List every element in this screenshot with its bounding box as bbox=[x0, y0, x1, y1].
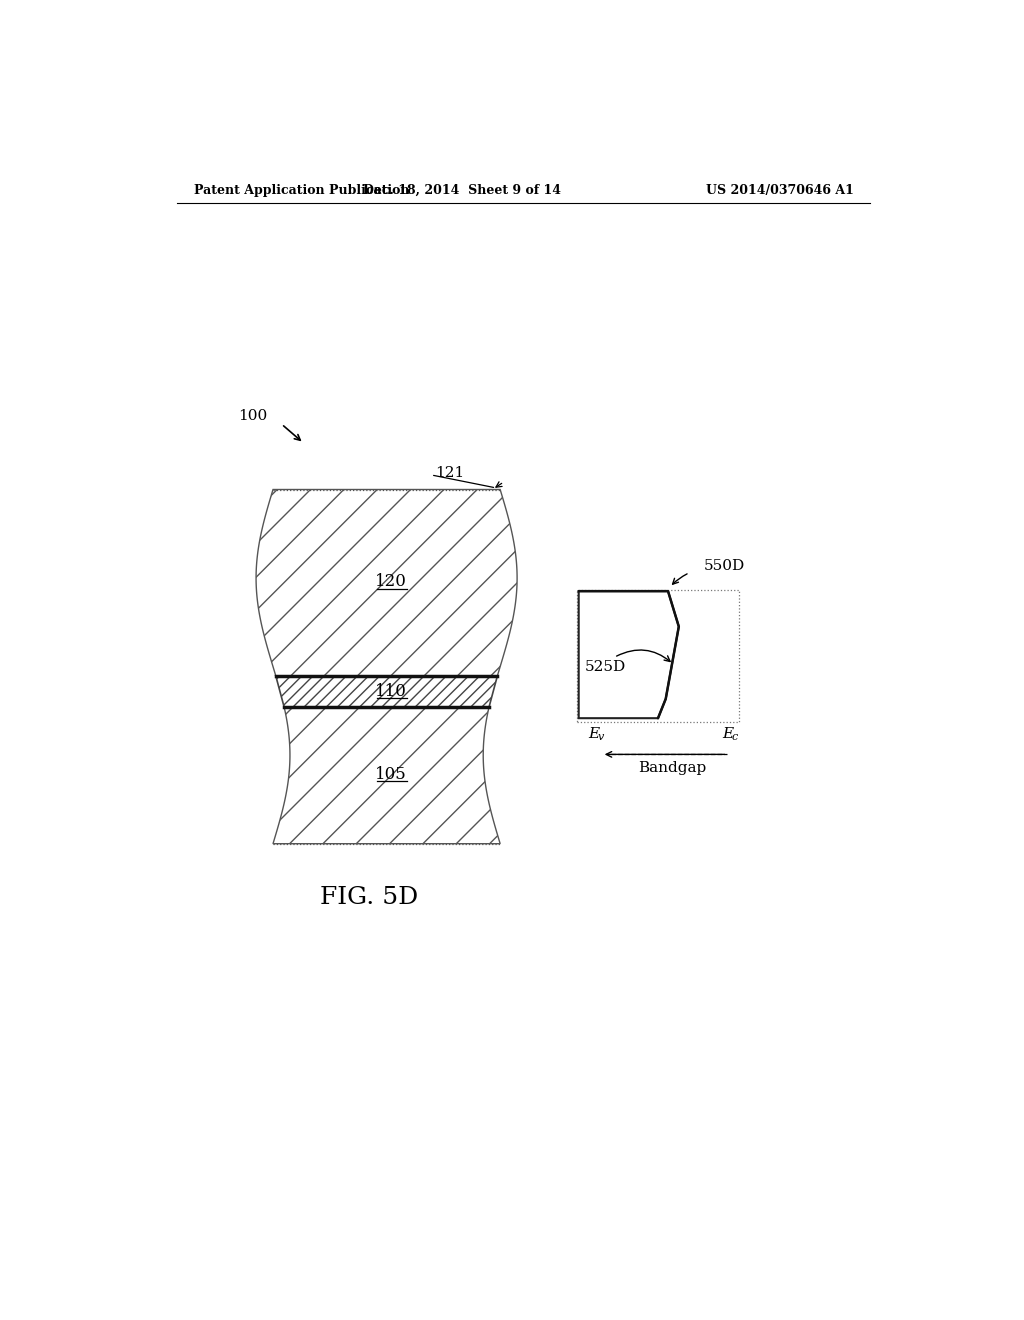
Text: 120: 120 bbox=[375, 573, 407, 590]
Text: 550D: 550D bbox=[705, 560, 745, 573]
Text: 525D: 525D bbox=[585, 660, 626, 673]
Text: Patent Application Publication: Patent Application Publication bbox=[194, 185, 410, 197]
Polygon shape bbox=[256, 490, 517, 676]
Bar bbox=[578, 590, 739, 722]
Text: US 2014/0370646 A1: US 2014/0370646 A1 bbox=[707, 185, 854, 197]
Text: Bandgap: Bandgap bbox=[638, 762, 707, 775]
Text: FIG. 5D: FIG. 5D bbox=[321, 886, 419, 909]
Text: c: c bbox=[731, 733, 737, 742]
Text: 110: 110 bbox=[375, 682, 407, 700]
Text: 105: 105 bbox=[375, 766, 407, 783]
Polygon shape bbox=[579, 591, 679, 718]
Polygon shape bbox=[273, 708, 500, 843]
Polygon shape bbox=[275, 676, 498, 708]
Text: Dec. 18, 2014  Sheet 9 of 14: Dec. 18, 2014 Sheet 9 of 14 bbox=[362, 185, 561, 197]
Text: E: E bbox=[722, 727, 733, 742]
Text: 121: 121 bbox=[435, 466, 464, 479]
Text: E: E bbox=[589, 727, 600, 742]
Text: 100: 100 bbox=[239, 409, 267, 424]
Text: v: v bbox=[598, 733, 604, 742]
